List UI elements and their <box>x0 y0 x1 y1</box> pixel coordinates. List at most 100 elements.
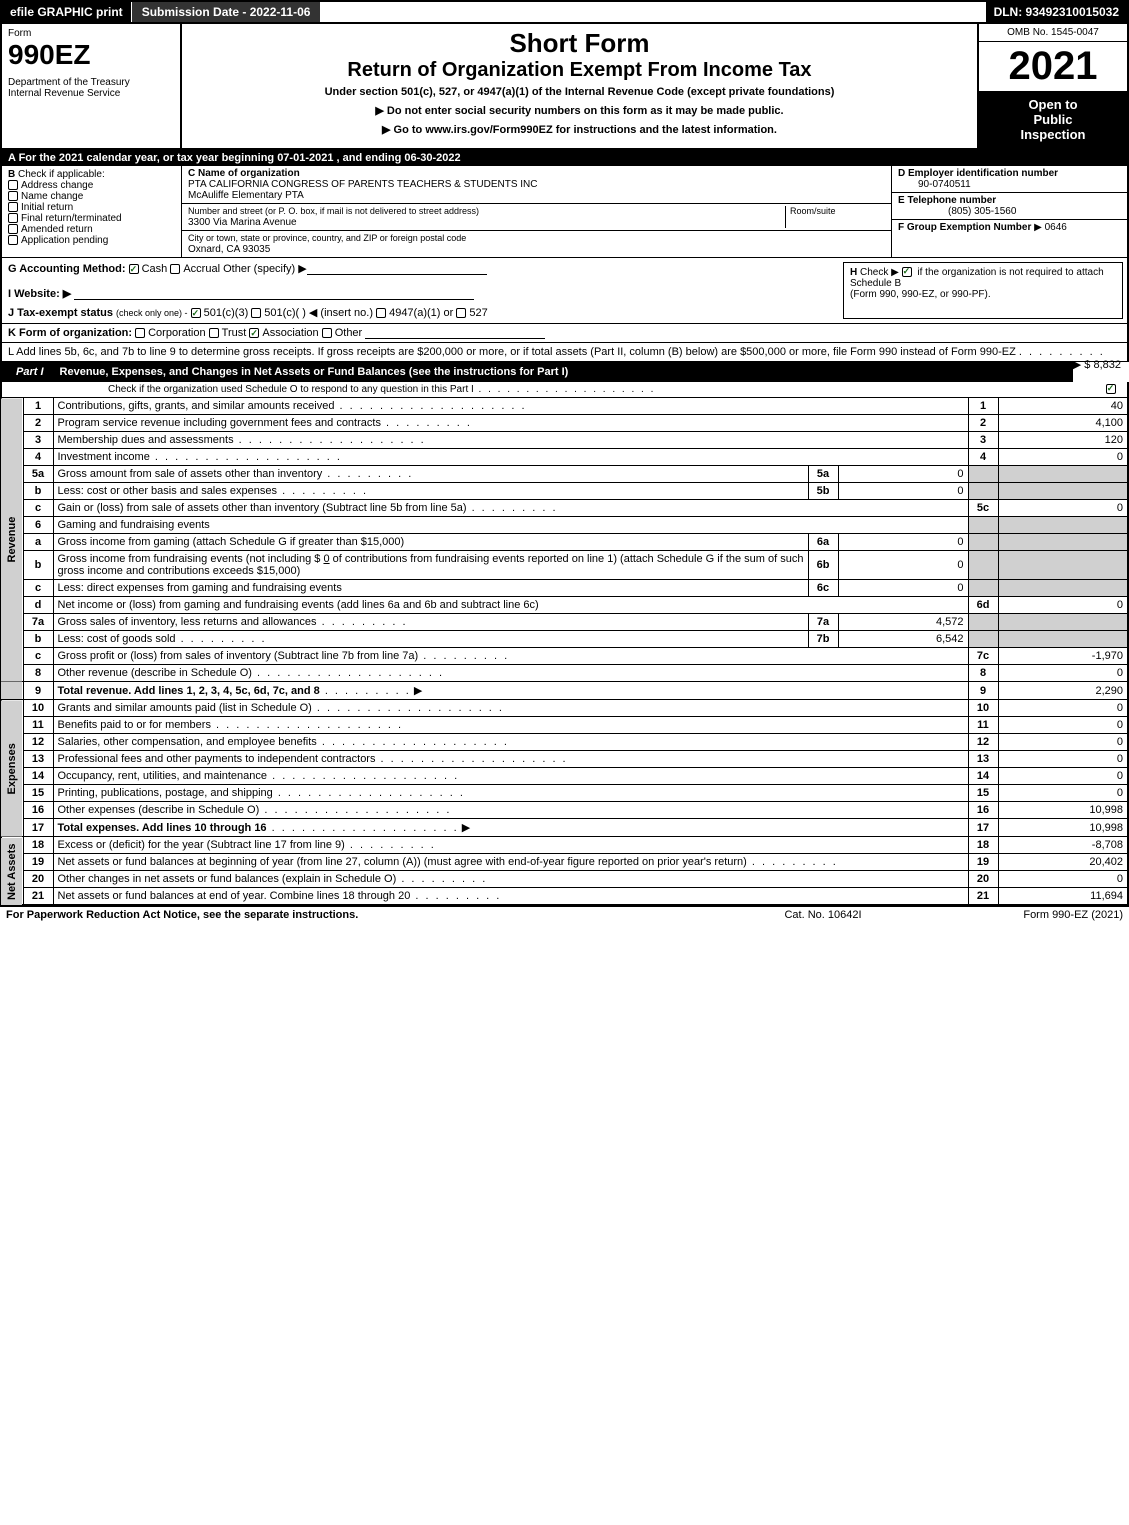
line-6c-subval: 0 <box>838 580 968 597</box>
line-6a-desc: Gross income from gaming (attach Schedul… <box>58 536 405 548</box>
checkbox-corporation[interactable] <box>135 328 145 338</box>
line-1-num: 1 <box>968 398 998 415</box>
return-title: Return of Organization Exempt From Incom… <box>190 59 969 82</box>
line-5a-desc: Gross amount from sale of assets other t… <box>58 468 323 480</box>
checkbox-501c[interactable] <box>251 308 261 318</box>
line-5c-val: 0 <box>998 500 1128 517</box>
opt-association: Association <box>262 327 318 339</box>
line-12-no: 12 <box>23 734 53 751</box>
opt-accrual: Accrual <box>183 263 220 275</box>
revenue-table: Revenue 1 Contributions, gifts, grants, … <box>0 398 1129 700</box>
line-19-no: 19 <box>23 854 53 871</box>
org-name-1: PTA CALIFORNIA CONGRESS OF PARENTS TEACH… <box>188 179 538 190</box>
dept-treasury: Department of the Treasury <box>8 77 174 88</box>
form-number: 990EZ <box>8 39 174 71</box>
line-6b-sub: 6b <box>808 551 838 580</box>
line-5a-shade2 <box>998 466 1128 483</box>
line-3-no: 3 <box>23 432 53 449</box>
column-d: D Employer identification number 90-0740… <box>892 166 1127 257</box>
website-input[interactable] <box>74 288 474 300</box>
line-6b-subval: 0 <box>838 551 968 580</box>
checkbox-association[interactable] <box>249 328 259 338</box>
city-state-zip: Oxnard, CA 93035 <box>188 244 270 255</box>
line-6d-desc: Net income or (loss) from gaming and fun… <box>58 599 539 611</box>
line-9-val: 2,290 <box>998 682 1128 700</box>
checkbox-501c3[interactable] <box>191 308 201 318</box>
line-21-no: 21 <box>23 888 53 906</box>
form-label: Form <box>8 28 174 39</box>
line-7c-num: 7c <box>968 648 998 665</box>
line-6a-subval: 0 <box>838 534 968 551</box>
addr-label: Number and street (or P. O. box, if mail… <box>188 206 479 216</box>
section-bcd: B Check if applicable: Address change Na… <box>0 166 1129 258</box>
line-2-no: 2 <box>23 415 53 432</box>
k-label: K Form of organization: <box>8 327 132 339</box>
opt-other-specify: Other (specify) ▶ <box>223 263 307 275</box>
form-header: Form 990EZ Department of the Treasury In… <box>0 24 1129 150</box>
line-7a-no: 7a <box>23 614 53 631</box>
line-20-num: 20 <box>968 871 998 888</box>
line-14-no: 14 <box>23 768 53 785</box>
line-9-num: 9 <box>968 682 998 700</box>
inspect-line2: Public <box>983 112 1123 127</box>
line-11-val: 0 <box>998 717 1128 734</box>
line-19-num: 19 <box>968 854 998 871</box>
line-7b-subval: 6,542 <box>838 631 968 648</box>
line-5a-shade <box>968 466 998 483</box>
checkbox-trust[interactable] <box>209 328 219 338</box>
line-4-desc: Investment income <box>58 451 150 463</box>
checkbox-4947[interactable] <box>376 308 386 318</box>
line-17-no: 17 <box>23 819 53 837</box>
line-17-val: 10,998 <box>998 819 1128 837</box>
line-12-desc: Salaries, other compensation, and employ… <box>58 736 317 748</box>
line-9-no: 9 <box>23 682 53 700</box>
checkbox-527[interactable] <box>456 308 466 318</box>
checkbox-amended-return[interactable] <box>8 224 18 234</box>
checkbox-final-return[interactable] <box>8 213 18 223</box>
line-20-val: 0 <box>998 871 1128 888</box>
other-org-input[interactable] <box>365 327 545 339</box>
other-specify-input[interactable] <box>307 263 487 275</box>
checkbox-schedule-o[interactable] <box>1106 384 1116 394</box>
netassets-section-label: Net Assets <box>1 837 23 905</box>
line-5b-subval: 0 <box>838 483 968 500</box>
line-15-no: 15 <box>23 785 53 802</box>
checkbox-initial-return[interactable] <box>8 202 18 212</box>
j-sub: (check only one) - <box>116 308 188 318</box>
line-7a-desc: Gross sales of inventory, less returns a… <box>58 616 317 628</box>
c-name-label: C Name of organization <box>188 168 300 179</box>
check-schedule-o-row: Check if the organization used Schedule … <box>0 382 1129 398</box>
line-4-no: 4 <box>23 449 53 466</box>
line-8-no: 8 <box>23 665 53 682</box>
line-10-num: 10 <box>968 700 998 717</box>
short-form-title: Short Form <box>190 28 969 59</box>
line-12-val: 0 <box>998 734 1128 751</box>
checkbox-application-pending[interactable] <box>8 235 18 245</box>
row-a-tax-year: A For the 2021 calendar year, or tax yea… <box>0 150 1129 166</box>
line-5c-num: 5c <box>968 500 998 517</box>
line-20-no: 20 <box>23 871 53 888</box>
line-10-val: 0 <box>998 700 1128 717</box>
line-18-val: -8,708 <box>998 837 1128 854</box>
e-phone-label: E Telephone number <box>898 195 996 206</box>
efile-print-button[interactable]: efile GRAPHIC print <box>2 2 132 22</box>
opt-corporation: Corporation <box>148 327 205 339</box>
footer-mid: Cat. No. 10642I <box>723 909 923 921</box>
check-if-applicable: Check if applicable: <box>18 169 105 180</box>
line-17-num: 17 <box>968 819 998 837</box>
goto-link[interactable]: ▶ Go to www.irs.gov/Form990EZ for instru… <box>190 123 969 136</box>
checkbox-h[interactable] <box>902 267 912 277</box>
line-8-desc: Other revenue (describe in Schedule O) <box>58 667 252 679</box>
line-14-num: 14 <box>968 768 998 785</box>
checkbox-other-org[interactable] <box>322 328 332 338</box>
line-19-val: 20,402 <box>998 854 1128 871</box>
checkbox-accrual[interactable] <box>170 264 180 274</box>
column-c: C Name of organization PTA CALIFORNIA CO… <box>182 166 892 257</box>
line-6b-amt: 0 <box>323 553 329 565</box>
checkbox-cash[interactable] <box>129 264 139 274</box>
group-exemption-value: ▶ 0646 <box>1034 222 1067 233</box>
line-11-desc: Benefits paid to or for members <box>58 719 211 731</box>
line-21-val: 11,694 <box>998 888 1128 906</box>
checkbox-name-change[interactable] <box>8 191 18 201</box>
checkbox-address-change[interactable] <box>8 180 18 190</box>
